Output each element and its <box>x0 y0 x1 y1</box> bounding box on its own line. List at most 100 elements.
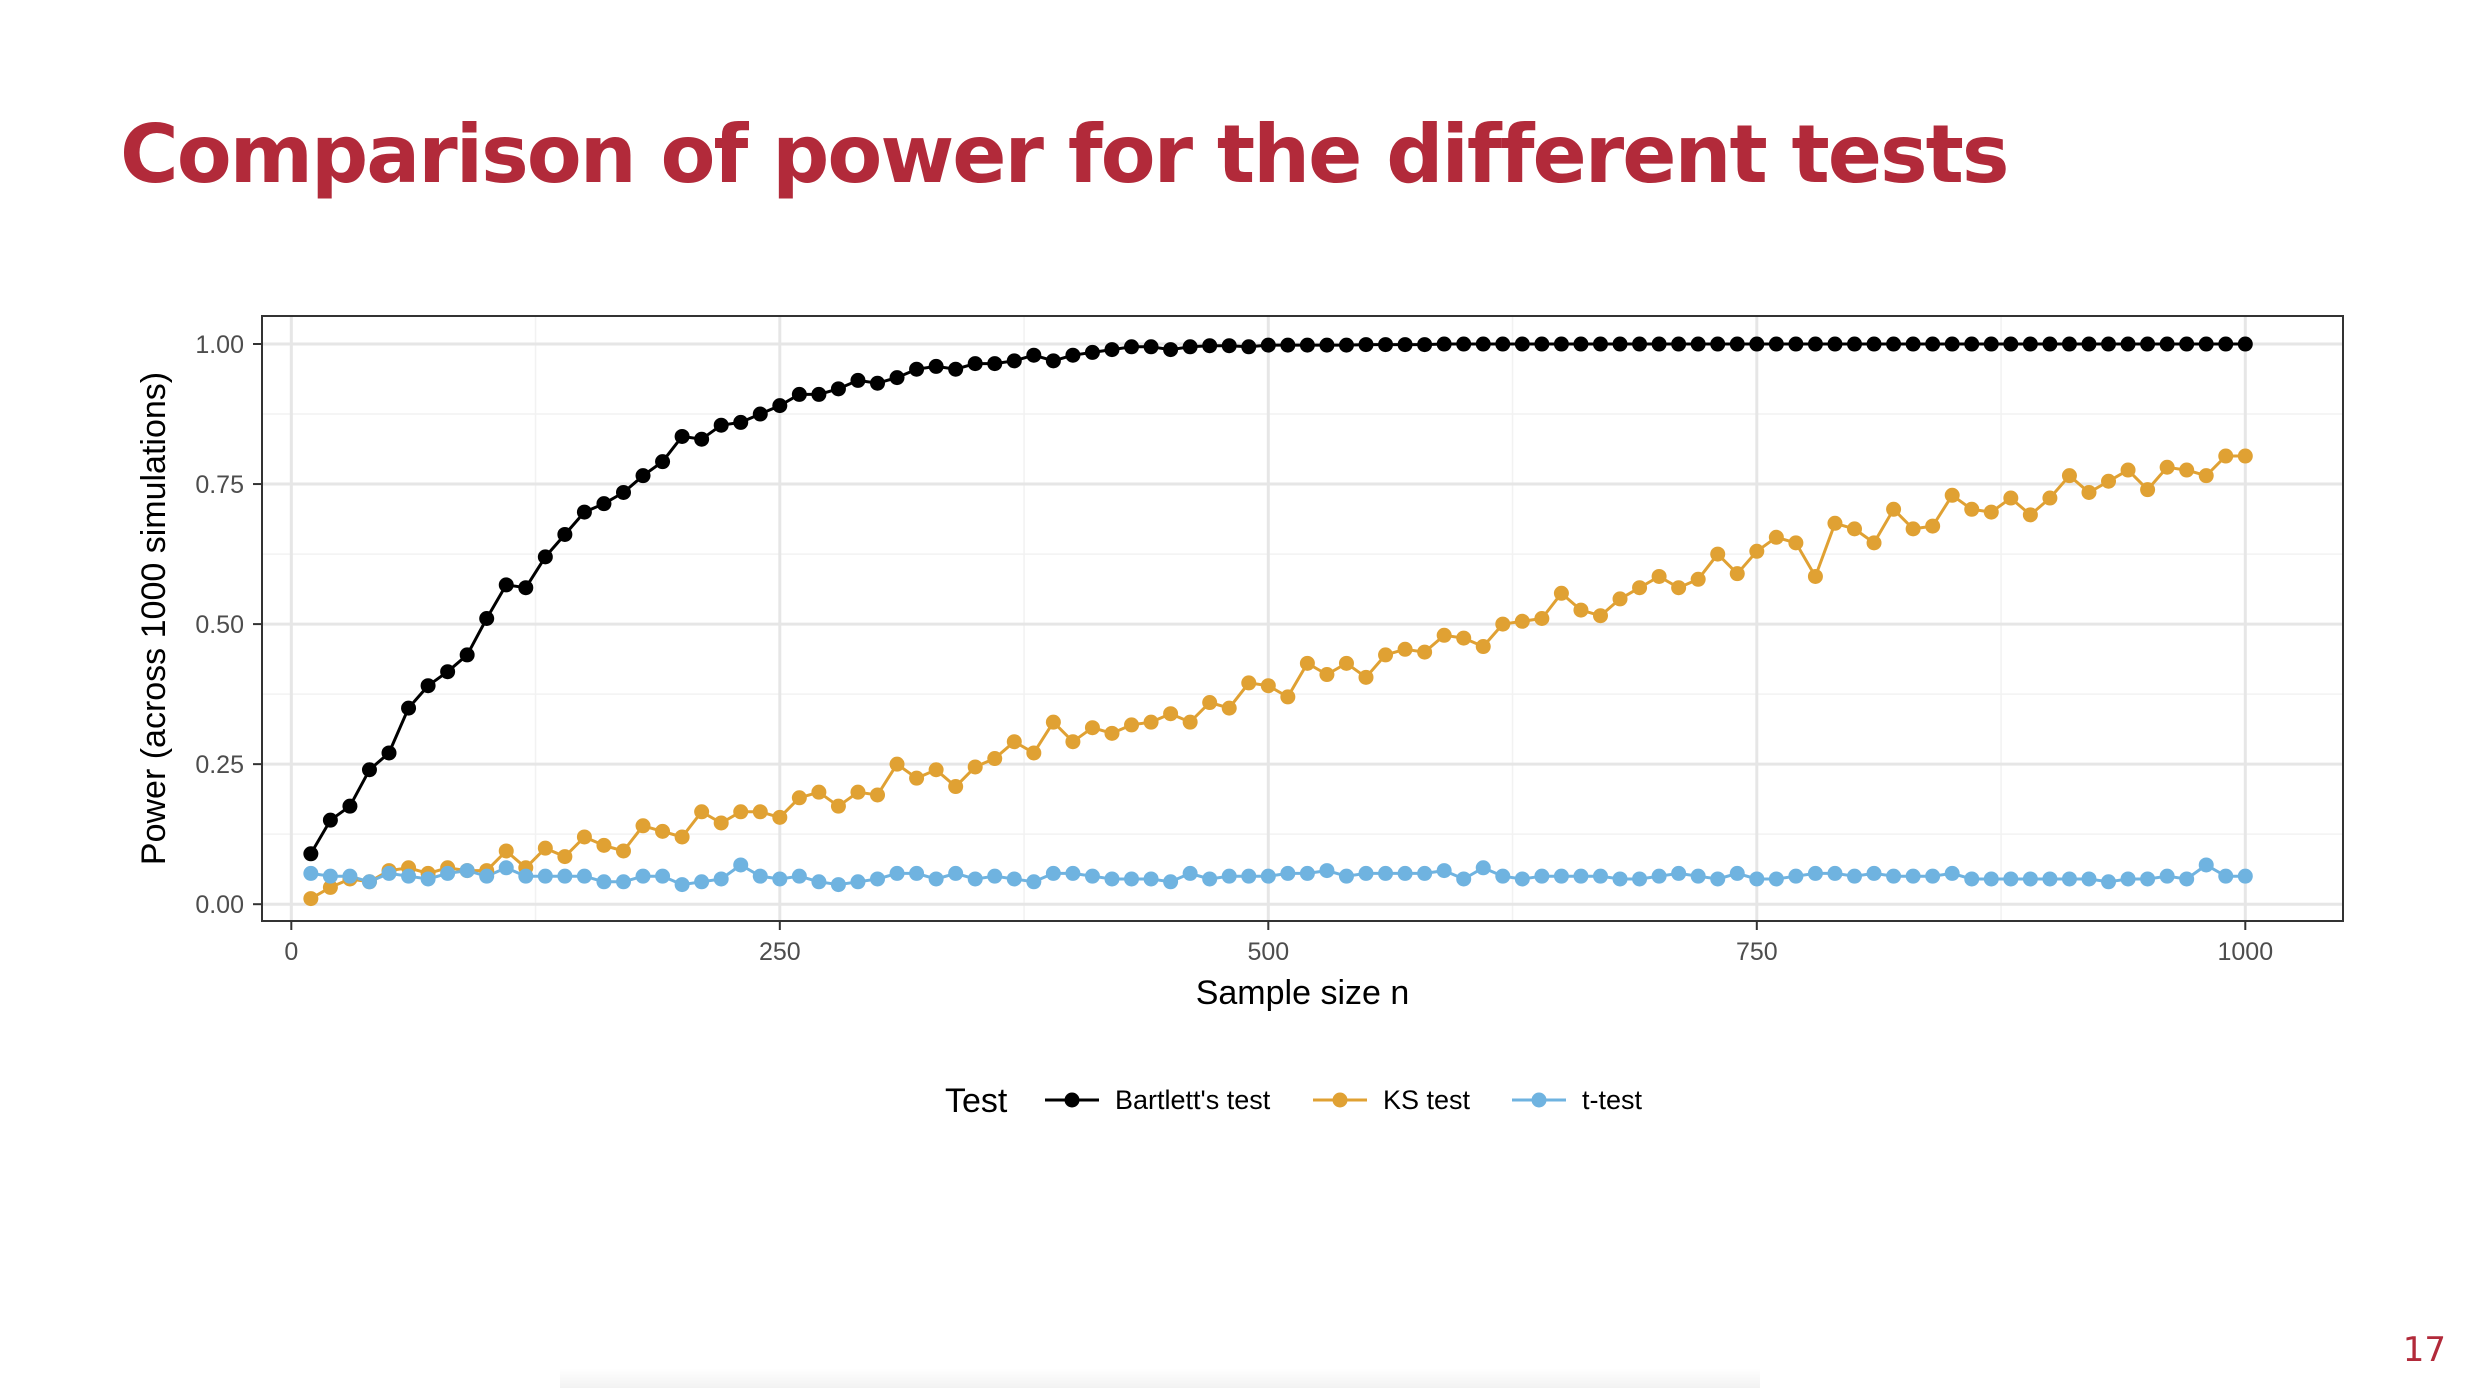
data-point-2 <box>850 874 866 890</box>
data-point-2 <box>2003 871 2019 887</box>
data-point-1 <box>2140 482 2156 498</box>
data-point-0 <box>2022 336 2038 352</box>
y-tick-label: 0.25 <box>195 751 244 779</box>
data-point-2 <box>1592 868 1608 884</box>
data-point-2 <box>1241 868 1257 884</box>
data-point-0 <box>713 417 729 433</box>
data-point-1 <box>967 759 983 775</box>
data-point-0 <box>1944 336 1960 352</box>
data-point-2 <box>2159 868 2175 884</box>
data-point-0 <box>1338 337 1354 353</box>
data-point-0 <box>772 398 788 414</box>
data-point-1 <box>1749 543 1765 559</box>
data-point-1 <box>1944 487 1960 503</box>
data-point-0 <box>1084 344 1100 360</box>
data-point-2 <box>440 865 456 881</box>
data-point-2 <box>1925 868 1941 884</box>
data-point-0 <box>2120 336 2136 352</box>
data-point-1 <box>1553 585 1569 601</box>
data-point-1 <box>1319 667 1335 683</box>
data-point-1 <box>674 829 690 845</box>
data-point-2 <box>1378 865 1394 881</box>
data-point-0 <box>1436 336 1452 352</box>
data-point-0 <box>1456 336 1472 352</box>
data-point-0 <box>1827 336 1843 352</box>
data-point-2 <box>694 874 710 890</box>
data-point-1 <box>1378 647 1394 663</box>
data-point-2 <box>655 868 671 884</box>
data-point-2 <box>987 868 1003 884</box>
data-point-1 <box>2179 462 2195 478</box>
data-point-0 <box>1632 336 1648 352</box>
data-point-0 <box>967 356 983 372</box>
data-point-2 <box>928 871 944 887</box>
data-point-2 <box>1866 865 1882 881</box>
data-point-0 <box>889 370 905 386</box>
data-point-1 <box>1573 602 1589 618</box>
data-point-1 <box>2159 459 2175 475</box>
data-point-2 <box>2081 871 2097 887</box>
data-point-1 <box>870 787 886 803</box>
data-point-1 <box>576 829 592 845</box>
data-point-1 <box>948 779 964 795</box>
data-point-1 <box>811 784 827 800</box>
page-number: 17 <box>2402 1330 2446 1370</box>
data-point-0 <box>1378 337 1394 353</box>
data-point-0 <box>1124 339 1140 355</box>
data-point-1 <box>713 815 729 831</box>
data-point-2 <box>1671 865 1687 881</box>
data-point-1 <box>1456 630 1472 646</box>
data-point-0 <box>1553 336 1569 352</box>
data-point-1 <box>1124 717 1140 733</box>
data-point-0 <box>342 798 358 814</box>
data-point-1 <box>1983 504 1999 520</box>
data-point-1 <box>1612 591 1628 607</box>
x-tick-label: 0 <box>284 938 298 966</box>
data-point-0 <box>655 454 671 470</box>
data-point-2 <box>537 868 553 884</box>
data-point-1 <box>1807 568 1823 584</box>
data-point-1 <box>1338 655 1354 671</box>
y-tick-label: 0.75 <box>195 471 244 499</box>
data-point-1 <box>1436 627 1452 643</box>
data-point-1 <box>655 823 671 839</box>
data-point-0 <box>2140 336 2156 352</box>
data-point-2 <box>1905 868 1921 884</box>
legend-key-point <box>1332 1092 1348 1108</box>
data-point-0 <box>576 504 592 520</box>
data-point-2 <box>1964 871 1980 887</box>
data-point-1 <box>1514 613 1530 629</box>
data-point-2 <box>791 868 807 884</box>
x-tick-label: 1000 <box>2217 938 2273 966</box>
x-tick-label: 500 <box>1247 938 1289 966</box>
data-point-2 <box>2140 871 2156 887</box>
data-point-2 <box>1143 871 1159 887</box>
series-line-2 <box>310 863 2246 887</box>
legend-key-point <box>1531 1092 1547 1108</box>
data-point-0 <box>811 386 827 402</box>
data-point-2 <box>420 871 436 887</box>
data-point-0 <box>1612 336 1628 352</box>
data-point-2 <box>1886 868 1902 884</box>
data-point-2 <box>1553 868 1569 884</box>
data-point-0 <box>1964 336 1980 352</box>
data-point-1 <box>2198 468 2214 484</box>
data-point-1 <box>694 804 710 820</box>
data-point-0 <box>791 386 807 402</box>
data-point-2 <box>596 874 612 890</box>
data-point-1 <box>1104 725 1120 741</box>
data-point-0 <box>479 611 495 626</box>
data-point-2 <box>342 868 358 884</box>
data-point-1 <box>1847 521 1863 537</box>
data-point-0 <box>1280 337 1296 353</box>
data-point-0 <box>1045 353 1061 369</box>
data-point-0 <box>752 406 768 422</box>
data-point-2 <box>811 874 827 890</box>
data-point-1 <box>2237 448 2253 464</box>
data-point-0 <box>850 372 866 388</box>
series-line-1 <box>310 454 2246 900</box>
data-point-1 <box>2003 490 2019 506</box>
data-point-0 <box>557 526 573 542</box>
data-point-2 <box>2120 871 2136 887</box>
data-point-2 <box>674 877 690 893</box>
